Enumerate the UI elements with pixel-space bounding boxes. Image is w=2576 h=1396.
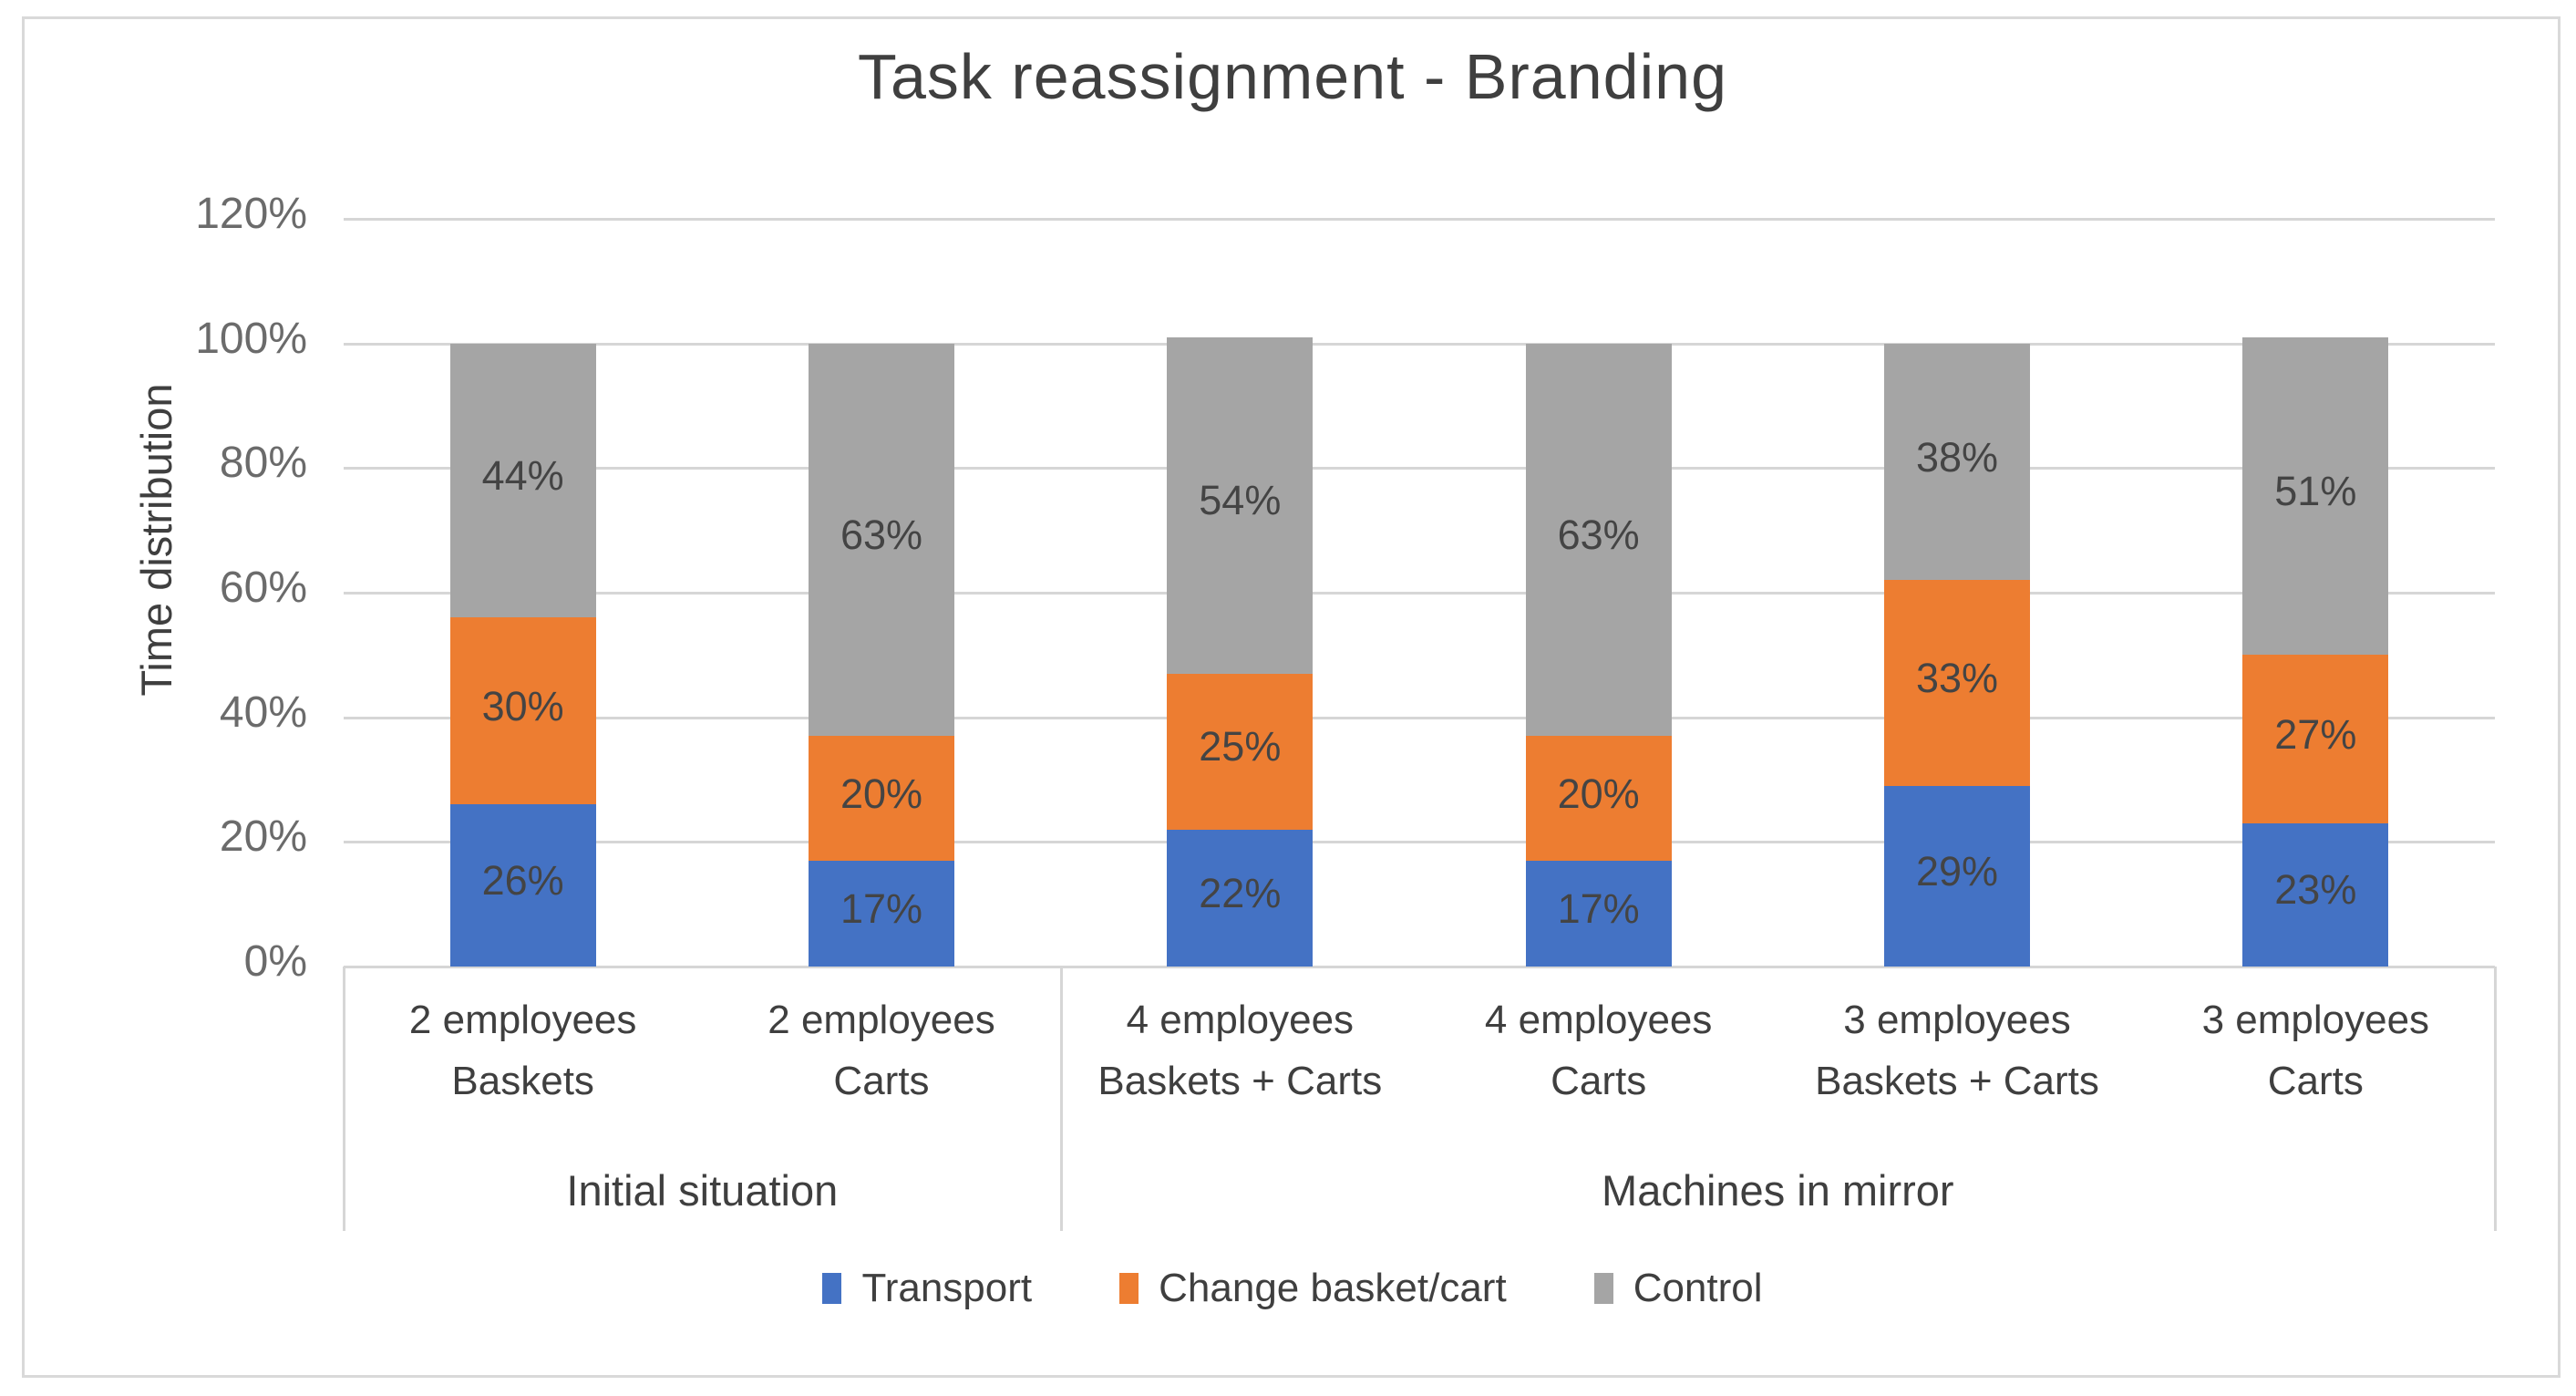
category-label-line: Baskets xyxy=(451,1059,594,1103)
data-label: 17% xyxy=(1557,884,1640,932)
gridline xyxy=(344,342,2495,346)
category-label: 4 employees Baskets + Carts xyxy=(1061,989,1419,1112)
legend-item-label: Transport xyxy=(861,1266,1033,1310)
group-label: Initial situation xyxy=(566,1166,839,1215)
data-label: 44% xyxy=(481,452,564,500)
gridline xyxy=(344,716,2495,719)
bar: 17% 20% 63% xyxy=(809,219,954,967)
gridline xyxy=(344,592,2495,595)
category-label: 2 employees Carts xyxy=(702,989,1060,1112)
bar-segment-change-basket-cart: 27% xyxy=(2242,655,2389,823)
legend-marker-transport xyxy=(822,1273,842,1304)
y-tick-label: 0% xyxy=(243,937,307,986)
category-divider xyxy=(343,967,345,1231)
category-divider xyxy=(1059,967,1063,1231)
category-label-line: Carts xyxy=(2267,1059,2364,1103)
bar-segment-transport: 17% xyxy=(809,860,954,967)
category-label-line: 3 employees xyxy=(1843,998,2071,1042)
category-label-line: 3 employees xyxy=(2201,998,2430,1042)
bar-segment-change-basket-cart: 20% xyxy=(809,736,954,861)
data-label: 17% xyxy=(840,884,923,932)
y-tick-label: 60% xyxy=(219,564,307,612)
y-tick-label: 100% xyxy=(195,314,307,363)
group-label: Machines in mirror xyxy=(1602,1166,1954,1215)
bar-segment-change-basket-cart: 30% xyxy=(449,617,596,805)
y-tick-label: 120% xyxy=(195,190,307,238)
gridline xyxy=(344,841,2495,844)
data-label: 23% xyxy=(2274,866,2357,914)
bar: 17% 20% 63% xyxy=(1525,219,1672,967)
data-label: 29% xyxy=(1915,847,1999,894)
bar: 29% 33% 38% xyxy=(1884,219,2030,967)
legend: Transport Change basket/cart Control xyxy=(22,1266,2563,1311)
legend-item-control: Control xyxy=(1593,1266,1763,1311)
plot-area: 26% 30% 44% 17% 20% 63% 22% 25% 54% 17% 20% 63% 29% 3… xyxy=(344,218,2495,968)
legend-item-change-basket-cart: Change basket/cart xyxy=(1119,1266,1507,1311)
data-label: 51% xyxy=(2274,468,2357,515)
data-label: 63% xyxy=(1557,511,1640,558)
data-label: 38% xyxy=(1915,433,1999,481)
bar-segment-control: 63% xyxy=(809,343,954,737)
category-label-line: 2 employees xyxy=(768,998,995,1042)
data-label: 25% xyxy=(1199,723,1282,770)
bar-segment-control: 44% xyxy=(449,343,596,618)
bar-segment-transport: 23% xyxy=(2242,822,2389,967)
data-label: 20% xyxy=(1557,770,1640,817)
bar-segment-change-basket-cart: 33% xyxy=(1884,580,2030,786)
category-label: 3 employees Carts xyxy=(2137,989,2495,1112)
legend-marker-control xyxy=(1593,1273,1613,1304)
bar: 26% 30% 44% xyxy=(449,219,596,967)
bar-segment-transport: 29% xyxy=(1884,785,2030,967)
data-label: 26% xyxy=(481,857,564,905)
y-tick-label: 80% xyxy=(219,439,307,488)
category-label-line: Baskets + Carts xyxy=(1815,1059,2099,1103)
data-label: 22% xyxy=(1199,869,1282,916)
y-tick-label: 20% xyxy=(219,812,307,862)
data-label: 33% xyxy=(1915,655,1999,702)
gridline xyxy=(344,467,2495,471)
legend-item-label: Control xyxy=(1633,1266,1763,1310)
bar-segment-transport: 26% xyxy=(449,804,596,967)
legend-marker-change-basket-cart xyxy=(1119,1273,1139,1304)
data-label: 27% xyxy=(2274,710,2357,758)
gridline xyxy=(344,218,2495,221)
bar-segment-control: 38% xyxy=(1884,343,2030,581)
category-label-line: Carts xyxy=(1551,1059,1647,1103)
data-label: 20% xyxy=(840,770,923,817)
legend-item-transport: Transport xyxy=(822,1266,1032,1311)
category-label: 2 employees Baskets xyxy=(344,989,702,1112)
chart-border xyxy=(22,16,2561,1378)
bar-segment-control: 51% xyxy=(2242,336,2389,656)
y-axis-title: Time distribution xyxy=(132,383,180,697)
bar-segment-change-basket-cart: 25% xyxy=(1167,673,1314,830)
category-label-line: 2 employees xyxy=(408,998,637,1042)
bar-segment-control: 54% xyxy=(1167,336,1314,674)
bar: 22% 25% 54% xyxy=(1167,219,1314,967)
category-label: 3 employees Baskets + Carts xyxy=(1777,989,2136,1112)
bar-segment-transport: 17% xyxy=(1525,860,1672,967)
data-label: 54% xyxy=(1199,477,1282,524)
legend-item-label: Change basket/cart xyxy=(1159,1266,1507,1310)
chart-title: Task reassignment - Branding xyxy=(858,41,1727,112)
bar-segment-transport: 22% xyxy=(1167,829,1314,967)
bar: 23% 27% 51% xyxy=(2242,219,2389,967)
category-divider xyxy=(2494,967,2497,1231)
category-label-line: Baskets + Carts xyxy=(1097,1059,1383,1103)
category-label: 4 employees Carts xyxy=(1419,989,1777,1112)
category-label-line: 4 employees xyxy=(1126,998,1355,1042)
bar-segment-change-basket-cart: 20% xyxy=(1525,736,1672,861)
y-tick-label: 40% xyxy=(219,688,307,737)
data-label: 30% xyxy=(481,682,564,729)
data-label: 63% xyxy=(840,511,923,558)
category-label-line: 4 employees xyxy=(1484,998,1713,1042)
bar-segment-control: 63% xyxy=(1525,343,1672,737)
category-label-line: Carts xyxy=(833,1059,930,1103)
gridline xyxy=(344,966,2495,968)
